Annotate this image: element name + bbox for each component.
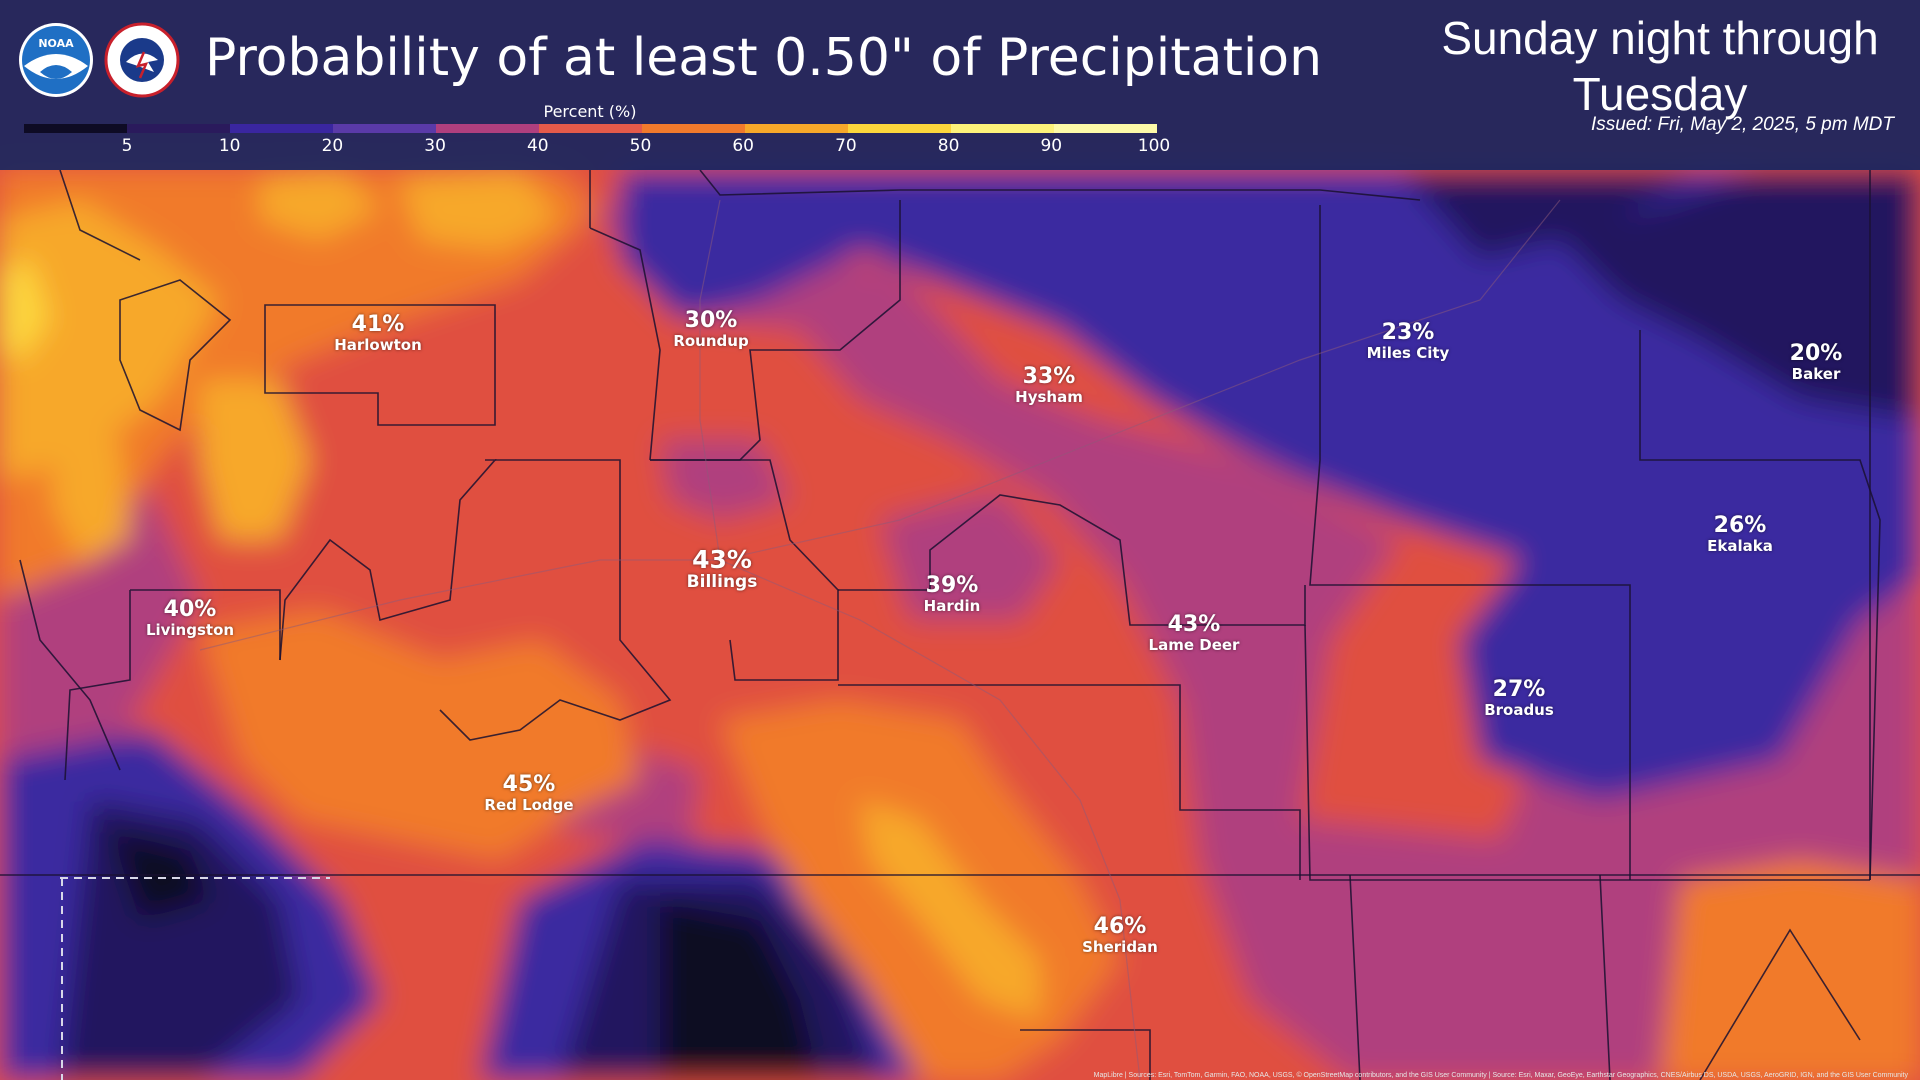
legend-tick-label: 100	[1137, 136, 1171, 156]
legend-swatch	[1054, 124, 1157, 133]
issued-timestamp: Issued: Fri, May 2, 2025, 5 pm MDT	[1590, 114, 1894, 135]
legend-swatch	[539, 124, 642, 133]
city-name: Sheridan	[1082, 938, 1158, 956]
city-name: Red Lodge	[484, 796, 574, 814]
legend-swatch	[745, 124, 848, 133]
legend-ticks: 5 10 20 30 40 50 60 70 80 90 100	[0, 136, 1200, 160]
legend-tick-label: 5	[121, 136, 133, 156]
city-value: 30%	[684, 308, 738, 333]
city-name: Ekalaka	[1707, 537, 1773, 555]
city-label-roundup: 30% Roundup	[631, 309, 791, 350]
city-value: 43%	[1167, 612, 1221, 637]
city-label-hysham: 33% Hysham	[969, 365, 1129, 406]
legend-color-bar	[24, 124, 1157, 133]
city-value: 41%	[351, 312, 405, 337]
city-label-red-lodge: 45% Red Lodge	[449, 773, 609, 814]
city-name: Broadus	[1484, 701, 1554, 719]
city-value: 33%	[1022, 364, 1076, 389]
legend-tick-label: 70	[835, 136, 857, 156]
city-value: 39%	[925, 573, 979, 598]
legend-swatch	[848, 124, 951, 133]
legend-tick-label: 60	[732, 136, 754, 156]
city-name: Harlowton	[334, 336, 422, 354]
legend-tick-label: 40	[526, 136, 549, 156]
header-banner: NOAA Probability of at least 0.50" of Pr…	[0, 0, 1920, 170]
legend-tick-label: 10	[218, 136, 241, 156]
legend-swatch	[127, 124, 230, 133]
city-label-ekalaka: 26% Ekalaka	[1660, 514, 1820, 555]
legend-swatch	[230, 124, 333, 133]
city-value: 27%	[1492, 677, 1546, 702]
city-label-sheridan: 46% Sheridan	[1040, 915, 1200, 956]
city-value: 43%	[692, 545, 752, 574]
city-name: Hardin	[923, 597, 981, 615]
svg-text:NOAA: NOAA	[38, 37, 74, 50]
city-name: Hysham	[1015, 388, 1083, 406]
noaa-logo-icon: NOAA	[19, 23, 93, 97]
city-name: Miles City	[1366, 344, 1450, 362]
legend-tick-label: 20	[321, 136, 344, 156]
legend-swatch	[436, 124, 539, 133]
forecast-period: Sunday night through Tuesday	[1441, 12, 1879, 120]
city-label-lame-deer: 43% Lame Deer	[1114, 613, 1274, 654]
legend-swatch	[642, 124, 745, 133]
legend-swatch	[951, 124, 1054, 133]
city-name: Lame Deer	[1148, 636, 1240, 654]
city-label-harlowton: 41% Harlowton	[298, 313, 458, 354]
city-label-billings: 43% Billings	[642, 546, 802, 591]
city-label-baker: 20% Baker	[1736, 342, 1896, 383]
city-name: Baker	[1791, 365, 1841, 383]
legend-tick-label: 90	[1040, 136, 1063, 156]
legend-swatch	[333, 124, 436, 133]
legend-title: Percent (%)	[543, 102, 637, 121]
city-value: 45%	[502, 772, 556, 797]
city-name: Livingston	[145, 621, 235, 639]
city-name: Roundup	[673, 332, 749, 350]
nws-logo-icon	[104, 22, 180, 98]
city-label-hardin: 39% Hardin	[872, 574, 1032, 615]
city-name: Billings	[686, 572, 758, 592]
map-attribution: MapLibre | Sources: Esri, TomTom, Garmin…	[1093, 1072, 1908, 1079]
city-label-broadus: 27% Broadus	[1439, 678, 1599, 719]
city-value: 46%	[1093, 914, 1147, 939]
legend-tick-label: 30	[424, 136, 446, 156]
city-value: 20%	[1789, 341, 1843, 366]
map-title: Probability of at least 0.50" of Precipi…	[205, 28, 1323, 88]
city-label-livingston: 40% Livingston	[110, 598, 270, 639]
city-value: 40%	[163, 597, 217, 622]
legend-swatch	[24, 124, 127, 133]
city-label-miles-city: 23% Miles City	[1328, 321, 1488, 362]
city-value: 26%	[1713, 513, 1767, 538]
legend-tick-label: 50	[629, 136, 652, 156]
legend-tick-label: 80	[937, 136, 960, 156]
city-value: 23%	[1381, 320, 1435, 345]
